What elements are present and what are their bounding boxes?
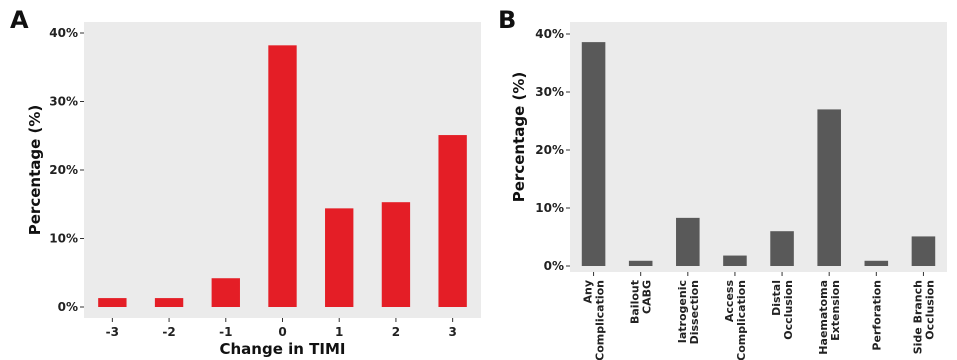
panel-b-bar [911,236,936,266]
panel-b-y-tick-label: 20% [535,143,564,157]
panel-b-category-label-line: Bailout [629,280,642,324]
panel-a-bar [268,45,297,308]
panel-b-category-label-line: Side Branch [911,280,924,354]
panel-b-category-label-line: Extension [829,280,842,341]
panel-b-category-label: Side Branch Occlusion [911,280,936,354]
panel-b-category-label: Any Complication [582,280,607,360]
panel-a-bar [154,298,184,307]
panel-a-x-tick-label: 0 [278,325,286,339]
panel-a-y-tick-label: 40% [49,26,78,40]
panel-a-x-tick-label: 2 [392,325,400,339]
panel-a-bar [381,202,411,307]
panel-b-category-label: Perforation [870,280,883,351]
panel-b-y-tick-label: 30% [535,85,564,99]
panel-a-y-axis-title: Percentage (%) [26,105,44,235]
panel-a-bar [438,135,467,307]
panel-b-category-label-line: Perforation [870,280,883,351]
panel-b-category-label: Distal Occlusion [770,280,795,340]
panel-a-chart: A 0% 10% 20% 30% 40% -3 -2 -1 0 1 2 3 Percentage (… [10,6,481,358]
panel-a-bar [325,208,354,307]
panel-b-category-label-line: Complication [594,280,607,360]
panel-a-x-tick-label: -1 [219,325,232,339]
panel-a-letter: A [10,6,29,34]
panel-a-x-tick-label: -3 [106,325,119,339]
panel-a-x-tick-label: -2 [162,325,175,339]
panel-b-category-label-line: Access [723,280,736,323]
panel-b-bar [581,42,606,267]
panel-b-y-tick-label: 10% [535,201,564,215]
panel-b-bar [817,109,841,267]
panel-b-plot-background [570,22,947,272]
panel-b-category-label-line: Haematoma [817,280,830,355]
panel-b-category-label-line: Occlusion [923,280,936,340]
panel-b-category-label: Iatrogenic Dissection [676,280,701,344]
panel-b-bar [628,260,653,266]
panel-b-category-label: Access Complication [723,280,748,360]
panel-b-category-label-line: Any [582,280,595,304]
panel-b-category-label-line: Iatrogenic [676,280,689,343]
panel-a-x-tick-label: 3 [448,325,456,339]
panel-b-y-axis-title: Percentage (%) [510,72,528,202]
panel-b-category-label-line: Dissection [688,280,701,344]
panel-b-category-label-line: CABG [641,280,654,314]
panel-a-x-tick-label: 1 [335,325,343,339]
panel-b-category-label: Bailout CABG [629,280,654,324]
panel-b-category-label-line: Complication [735,280,748,360]
panel-b-y-tick-label: 40% [535,27,564,41]
panel-b-letter: B [498,6,516,34]
panel-a-bar [211,278,240,307]
panel-b-bar [864,260,889,266]
panel-b-bar [770,231,794,266]
panel-a-y-tick-label: 10% [49,232,78,246]
panel-b-category-label-line: Occlusion [782,280,795,340]
panel-b-bar [723,255,747,266]
panel-b-y-tick-label: 0% [544,259,564,273]
panel-b-category-label-line: Distal [770,280,783,316]
panel-b-bar [676,217,700,266]
panel-a-y-tick-label: 20% [49,163,78,177]
panel-a-y-tick-label: 30% [49,95,78,109]
panel-a-x-axis-title: Change in TIMI [220,340,346,358]
panel-b-category-label: Haematoma Extension [817,280,842,355]
panel-b-chart: B 0%10%20%30%40% Any Complication Bailout C… [498,6,947,360]
panel-a-bar [98,298,127,307]
panel-a-y-tick-label: 0% [58,300,78,314]
